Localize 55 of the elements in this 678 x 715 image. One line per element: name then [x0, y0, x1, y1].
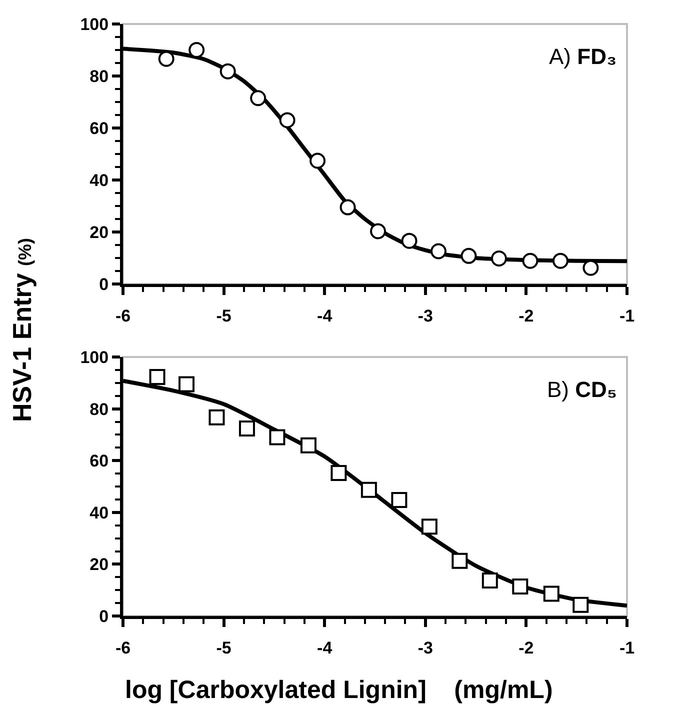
- point: [310, 152, 326, 169]
- point: [401, 232, 418, 249]
- point: [250, 90, 266, 106]
- x-tick-label: -5: [216, 306, 232, 326]
- x-axis-title: log [Carboxylated Lignin] (mg/mL): [125, 676, 553, 704]
- annotation: A) FD₃: [549, 44, 617, 69]
- point: [522, 252, 538, 269]
- x-tick-label: -6: [115, 306, 131, 326]
- point: [370, 223, 386, 240]
- y-tick-label: 20: [90, 555, 109, 574]
- x-tick-label: -4: [317, 638, 333, 658]
- point: [482, 572, 498, 589]
- y-tick-label: 0: [99, 274, 109, 294]
- point: [330, 465, 347, 482]
- point: [430, 243, 446, 260]
- point: [360, 482, 377, 498]
- point: [220, 63, 236, 80]
- point: [269, 429, 286, 446]
- y-tick-label: 20: [90, 222, 109, 242]
- y-tick-label: 100: [80, 14, 109, 34]
- x-tick-label: -3: [418, 638, 433, 658]
- y-tick-label: 80: [90, 66, 109, 86]
- point: [452, 552, 468, 569]
- x-tick-label: -1: [619, 638, 635, 658]
- point: [543, 586, 560, 602]
- y-tick-label: 0: [99, 606, 109, 626]
- point: [178, 376, 194, 392]
- x-tick-label: -4: [317, 306, 333, 326]
- x-tick-label: -2: [518, 306, 534, 326]
- y-tick-label: 100: [80, 348, 109, 367]
- y-tick-label: 60: [90, 118, 109, 138]
- point: [391, 492, 408, 508]
- point: [238, 420, 255, 436]
- y-axis-title: HSV-1 Entry (%): [7, 238, 37, 422]
- point: [490, 250, 507, 267]
- point: [149, 368, 166, 385]
- x-tick-label: -6: [115, 638, 131, 658]
- point: [512, 578, 528, 594]
- x-tick-label: -2: [518, 638, 534, 658]
- x-tick-label: -3: [418, 306, 433, 326]
- point: [460, 248, 477, 264]
- point: [279, 112, 296, 128]
- point: [552, 252, 568, 269]
- y-tick-label: 40: [90, 170, 109, 190]
- x-tick-label: -5: [216, 638, 232, 658]
- point: [572, 596, 589, 613]
- point: [300, 437, 316, 454]
- y-tick-label: 80: [90, 400, 109, 419]
- point: [421, 518, 438, 535]
- y-tick-label: 40: [90, 503, 109, 522]
- x-tick-label: -1: [619, 306, 635, 326]
- point: [340, 199, 356, 216]
- point: [208, 409, 225, 426]
- annotation: B) CD₅: [547, 377, 617, 402]
- y-tick-label: 60: [90, 452, 109, 471]
